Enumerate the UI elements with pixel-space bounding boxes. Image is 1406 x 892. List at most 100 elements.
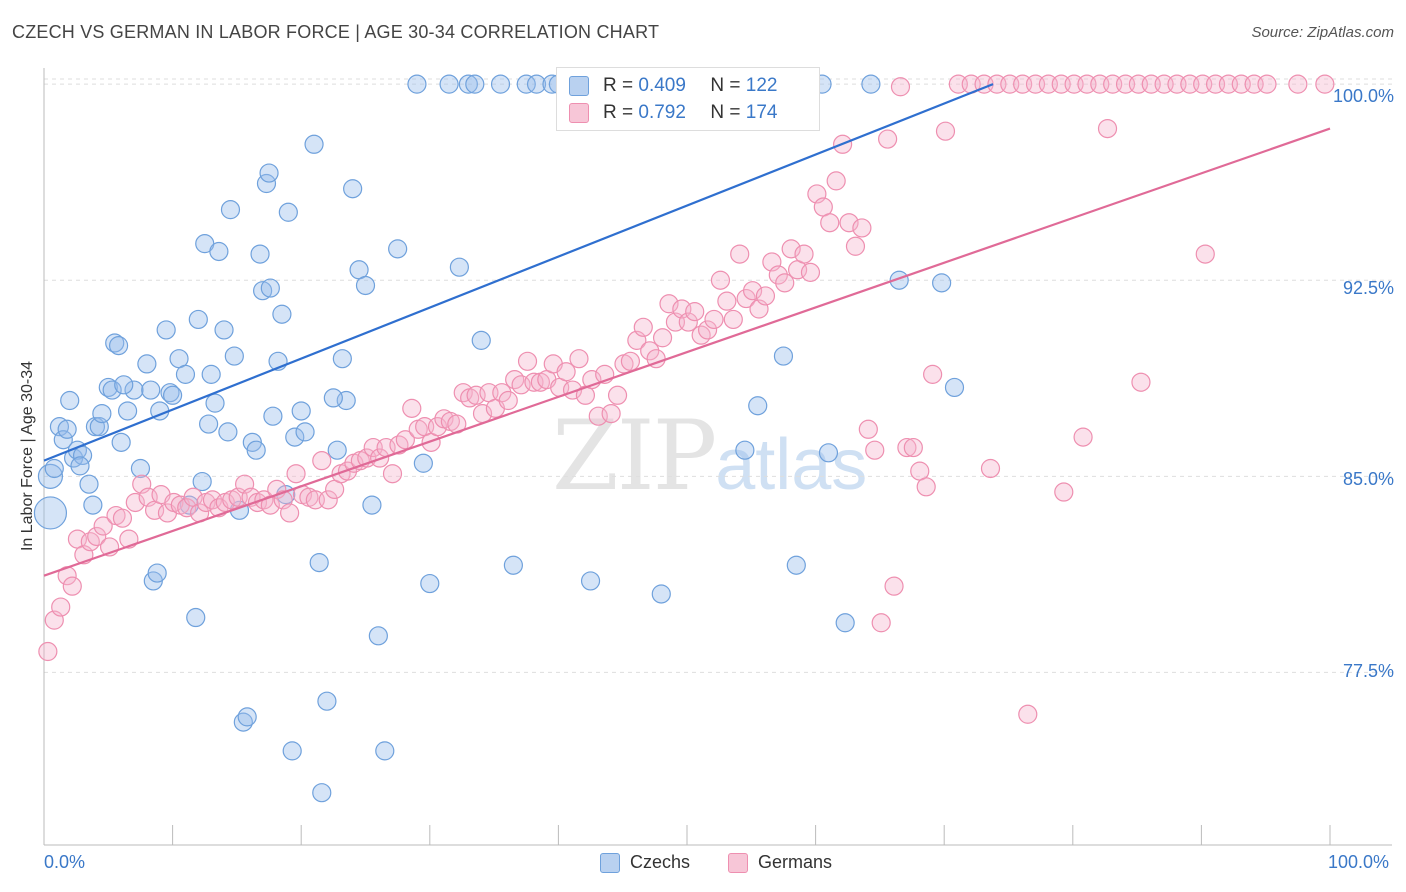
czechs-point [355,275,376,296]
germans-point [865,440,885,460]
czechs-point [272,304,292,324]
germans-point [820,213,840,233]
germans-point [710,270,731,290]
germans-point [382,464,403,484]
czechs-point [259,163,279,183]
x-tick-label-min: 0.0% [44,852,86,872]
czechs-point [375,741,395,761]
legend-row-czechs: R = 0.409 N = 122 [569,74,777,98]
germans-point [871,613,891,633]
germans-point [1073,427,1093,447]
germans-point [505,369,525,390]
czechs-point [214,320,234,340]
czechs-point [137,354,157,374]
czechs-point [327,440,347,460]
germans-point [704,309,724,330]
czechs-point [33,496,68,530]
czechs-point [263,406,283,426]
germans-point [736,288,756,309]
czechs-point [201,364,221,384]
czechs-point [439,74,459,94]
germans-point [775,273,795,293]
watermark-zip: ZIP [552,400,717,512]
czechs-point [748,396,768,416]
series-legend: Czechs Germans [0,852,1406,876]
czechs-point [388,239,408,259]
czechs-point [285,427,305,447]
germans-point [685,302,705,322]
germans-n-label: N = [710,102,741,123]
germans-point [80,532,100,552]
germans-point [38,641,58,662]
czechs-point [932,273,952,293]
czechs-point [944,377,965,398]
czechs-point [108,336,129,356]
czechs-point [53,430,73,450]
czechs-point [237,707,257,727]
czechs-point [735,440,755,460]
germans-point [730,244,750,264]
germans-point [890,77,911,97]
czechs-point [111,432,131,452]
czechs-point [651,584,671,604]
legend-item-germans[interactable]: Germans [728,852,832,873]
germans-point [858,419,878,439]
germans-point [781,239,801,259]
czechs-point [526,74,547,94]
czechs-point [218,422,238,442]
czechs-point [102,380,122,400]
czechs-r-label: R = [603,75,634,96]
czechs-point [420,573,440,594]
czechs-point [79,474,99,494]
germans-point [768,265,788,285]
czechs-point [83,495,103,515]
czechs-point [92,403,112,424]
watermark: ZIPatlas [552,400,867,512]
germans-point [742,281,763,301]
germans-point [556,362,576,382]
czechs-point [580,571,601,591]
germans-point [427,417,448,437]
germans-point [794,244,814,264]
czechs-point [413,453,433,473]
germans-point [1315,74,1335,94]
czechs-point [278,202,298,222]
germans-point [607,385,628,405]
czechs-point [246,440,266,460]
czechs-point [786,555,806,575]
germans-point [923,364,943,384]
czechs-n-label: N = [710,75,741,96]
germans-point [87,526,107,547]
legend-item-czechs[interactable]: Czechs [600,852,690,873]
germans-point [897,437,917,458]
czechs-point [186,607,206,628]
czechs-point [317,691,337,711]
germans-point [1257,74,1277,94]
czechs-point [312,783,332,803]
germans-point [652,328,673,348]
source-label: Source: ZipAtlas.com [1251,24,1394,41]
czechs-point [141,380,161,400]
germans-point [286,464,306,484]
germans-point [839,213,859,233]
germans-point [1018,704,1038,724]
czechs-point [60,390,80,411]
germans-point [723,309,743,330]
germans-point [389,435,409,455]
czechs-point [773,346,794,366]
germans-point [318,490,338,510]
germans-point [492,383,512,403]
czechs-point [304,134,324,154]
germans-point [1195,244,1215,264]
czechs-point [147,563,167,583]
czechs-point [323,388,343,408]
germans-point [280,503,300,523]
czechs-point [471,330,491,350]
czechs-point [490,74,511,94]
czechs-r-value: 0.409 [638,75,686,96]
czechs-point [160,383,180,403]
germans-r-value: 0.792 [638,102,686,123]
czechs-point [224,346,244,366]
czechs-point [130,458,151,479]
germans-legend-swatch [728,852,748,873]
